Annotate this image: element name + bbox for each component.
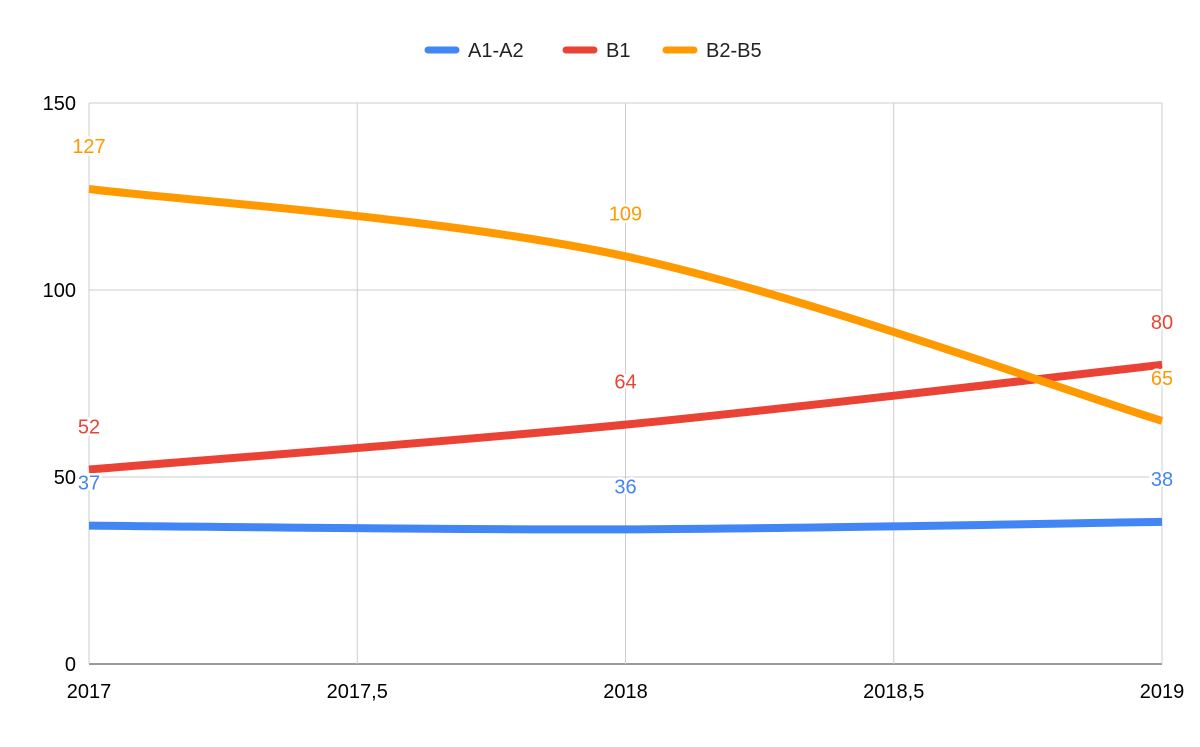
legend-item-a1-a2[interactable]: A1-A2 bbox=[424, 40, 524, 62]
grid bbox=[88, 102, 1163, 665]
data-label: 80 bbox=[1151, 312, 1173, 334]
x-tick-label: 2017,5 bbox=[327, 681, 388, 703]
data-label: 36 bbox=[614, 476, 636, 498]
legend-label: B2-B5 bbox=[706, 40, 762, 62]
series-line-a1-a2 bbox=[88, 517, 1163, 534]
y-tick-label: 150 bbox=[43, 93, 76, 115]
data-label: 52 bbox=[78, 417, 100, 439]
data-label: 38 bbox=[1151, 469, 1173, 491]
y-axis-ticks: 0 50 100 150 bbox=[43, 93, 76, 676]
x-tick-label: 2018 bbox=[603, 681, 648, 703]
data-label: 65 bbox=[1151, 368, 1173, 390]
x-tick-label: 2018,5 bbox=[863, 681, 924, 703]
legend-label: A1-A2 bbox=[468, 40, 524, 62]
data-label: 127 bbox=[72, 136, 105, 158]
y-tick-label: 0 bbox=[65, 654, 76, 676]
y-tick-label: 100 bbox=[43, 280, 76, 302]
data-label: 109 bbox=[609, 203, 642, 225]
data-label: 37 bbox=[78, 473, 100, 495]
y-tick-label: 50 bbox=[54, 467, 76, 489]
x-tick-label: 2019 bbox=[1140, 681, 1185, 703]
x-axis-ticks: 2017 2017,5 2018 2018,5 2019 bbox=[67, 681, 1185, 703]
series-lines bbox=[88, 185, 1164, 534]
legend-item-b1[interactable]: B1 bbox=[562, 40, 630, 62]
x-tick-label: 2017 bbox=[67, 681, 112, 703]
series-line-b2-b5 bbox=[88, 185, 1164, 425]
legend[interactable]: A1-A2 B1 B2-B5 bbox=[424, 40, 762, 62]
data-labels: 37 36 38 52 64 80 127 109 65 bbox=[70, 134, 1176, 501]
data-label: 64 bbox=[614, 372, 636, 394]
legend-label: B1 bbox=[606, 40, 630, 62]
legend-item-b2-b5[interactable]: B2-B5 bbox=[662, 40, 762, 62]
